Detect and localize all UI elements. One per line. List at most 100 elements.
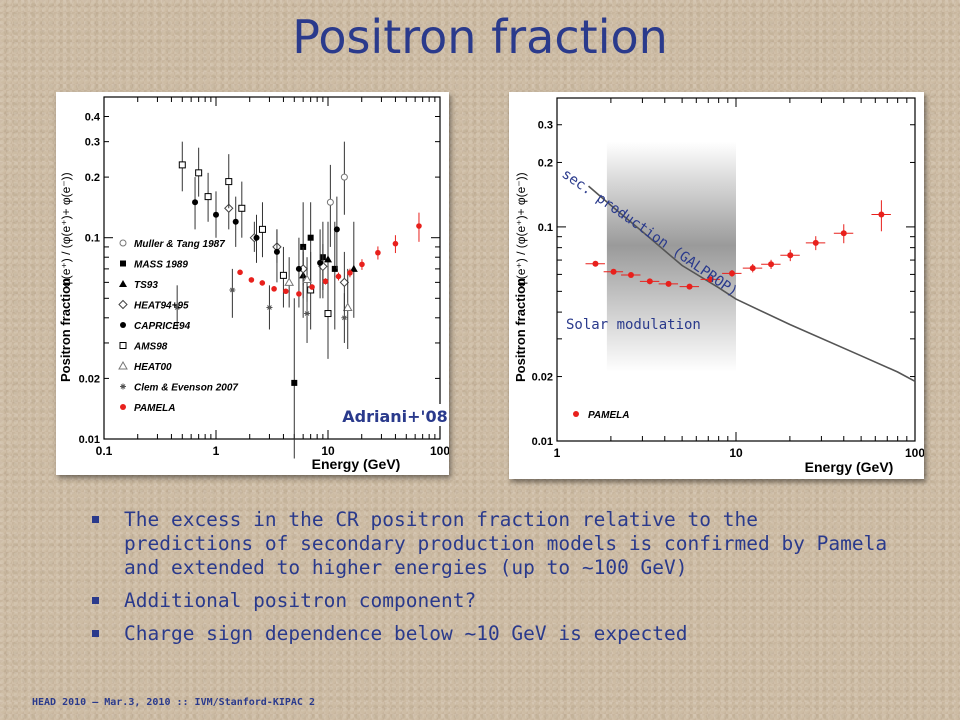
legend-label: CAPRICE94 xyxy=(134,321,191,332)
data-point xyxy=(768,261,775,268)
data-point xyxy=(213,211,219,218)
data-point xyxy=(573,411,579,417)
data-point xyxy=(232,218,239,225)
data-point xyxy=(342,302,353,312)
data-point xyxy=(302,274,312,283)
data-point xyxy=(225,178,233,186)
data-point xyxy=(335,273,342,280)
data-point xyxy=(840,230,847,237)
bullet-item: Additional positron component? xyxy=(90,589,890,613)
y-tick-label: 0.01 xyxy=(532,436,553,448)
right-chart-panel: 1 10 100 0.01 0.02 0.1 0.2 0.3 PAMELA Energy (G… xyxy=(509,92,925,479)
bullet-list: The excess in the CR positron fraction r… xyxy=(90,508,890,655)
legend-label: PAMELA xyxy=(588,410,629,421)
data-point xyxy=(339,277,350,288)
data-point xyxy=(119,342,127,349)
data-point xyxy=(359,261,365,268)
data-point xyxy=(341,314,348,321)
data-point xyxy=(627,272,634,279)
data-point xyxy=(120,404,126,410)
y-tick-label: 0.3 xyxy=(85,137,100,149)
data-point xyxy=(120,260,126,267)
data-point xyxy=(195,169,203,177)
y-tick-label: 0.02 xyxy=(79,373,100,385)
left-y-axis-label: Positron fraction xyxy=(58,278,73,382)
data-point xyxy=(307,234,314,241)
legend-label: AMS98 xyxy=(133,342,168,353)
data-point xyxy=(273,248,280,255)
data-point xyxy=(326,198,334,206)
data-point xyxy=(749,265,756,272)
data-point xyxy=(375,249,381,256)
data-point xyxy=(120,383,126,390)
data-point xyxy=(787,252,794,259)
data-point xyxy=(204,193,212,201)
y-tick-label: 0.2 xyxy=(538,157,553,169)
legend-label: TS93 xyxy=(134,280,158,291)
data-point xyxy=(707,276,714,283)
data-point xyxy=(295,265,302,272)
adriani-annotation: Adriani+'08 xyxy=(342,404,448,426)
data-point xyxy=(309,284,315,290)
data-point xyxy=(237,269,243,276)
data-point xyxy=(283,288,289,295)
x-tick-label: 10 xyxy=(321,444,335,458)
slide-footer: HEAD 2010 – Mar.3, 2010 :: IVM/Stanford-… xyxy=(32,697,315,708)
data-point xyxy=(812,239,819,246)
data-point xyxy=(271,286,277,292)
data-point xyxy=(333,226,340,233)
galprop-curve xyxy=(587,185,916,383)
right-x-axis-label: Energy (GeV) xyxy=(805,459,894,475)
slide-title: Positron fraction xyxy=(292,10,668,64)
legend-label: PAMELA xyxy=(134,403,175,414)
y-tick-label: 0.1 xyxy=(85,233,100,245)
legend-label: HEAT94+95 xyxy=(134,301,189,312)
bullet-item: The excess in the CR positron fraction r… xyxy=(90,508,890,580)
data-point xyxy=(324,310,332,318)
data-point xyxy=(258,225,266,233)
right-y-axis-formula: φ(e⁺) / (φ(e⁺)+ φ(e⁻)) xyxy=(514,172,528,287)
data-point xyxy=(646,278,653,285)
data-point xyxy=(878,211,885,218)
data-point xyxy=(665,280,672,287)
data-point xyxy=(347,270,353,276)
data-point xyxy=(291,379,298,386)
bullet-text: Additional positron component? xyxy=(124,589,477,612)
plot-frame xyxy=(103,96,441,440)
bullet-marker xyxy=(92,630,99,637)
adriani-label: Adriani+'08 xyxy=(342,407,447,426)
data-point xyxy=(304,310,311,317)
data-point xyxy=(317,259,324,266)
x-tick-label: 1 xyxy=(554,446,561,460)
bullet-marker xyxy=(92,597,99,604)
data-point xyxy=(279,271,287,279)
y-tick-label: 0.02 xyxy=(532,372,553,384)
data-point xyxy=(324,255,332,263)
bullet-text: Charge sign dependence below ~10 GeV is … xyxy=(124,622,688,645)
data-point xyxy=(248,277,255,283)
x-tick-label: 0.1 xyxy=(96,444,113,458)
left-positron-fraction-chart: 0.1 1 10 100 0.01 0.02 0.1 0.2 0.3 0.4 Muller & T… xyxy=(58,96,450,472)
x-tick-label: 100 xyxy=(430,444,449,458)
data-point xyxy=(229,286,236,293)
data-point xyxy=(178,161,186,169)
data-point xyxy=(119,280,127,287)
data-point xyxy=(253,234,260,241)
data-point xyxy=(686,283,693,290)
data-point xyxy=(340,173,348,181)
bullet-item: Charge sign dependence below ~10 GeV is … xyxy=(90,622,890,646)
x-tick-label: 1 xyxy=(213,444,220,458)
data-point xyxy=(392,240,399,247)
data-point xyxy=(266,304,273,311)
x-tick-label: 10 xyxy=(729,446,743,460)
data-point xyxy=(610,268,617,275)
data-point xyxy=(259,280,266,286)
y-tick-label: 0.4 xyxy=(85,112,101,124)
data-point xyxy=(118,299,128,310)
data-point xyxy=(331,265,338,272)
left-y-axis-formula: φ(e⁺) / (φ(e⁺)+ φ(e⁻)) xyxy=(59,172,73,287)
y-tick-label: 0.3 xyxy=(538,120,553,132)
data-point xyxy=(119,239,127,247)
legend-label: Muller & Tang 1987 xyxy=(134,239,225,250)
bullet-marker xyxy=(92,516,99,523)
